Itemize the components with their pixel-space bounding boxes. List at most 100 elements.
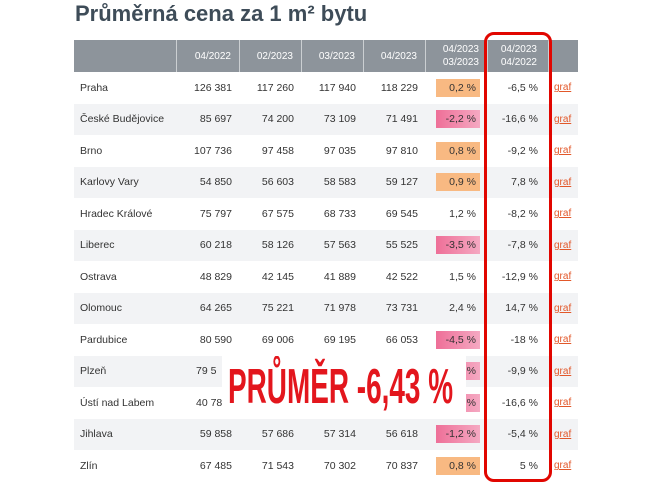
change-vs-03-2023-cell: 0,8 % (426, 450, 488, 482)
price-04-2023: 73 731 (385, 302, 418, 315)
graf-link[interactable]: graf (554, 208, 572, 220)
table-row: Pardubice 80 590 69 006 69 195 66 053 -4,5 % -… (74, 324, 578, 356)
graf-link[interactable]: graf (554, 271, 572, 283)
average-overlay-text: PRŮMĚR -6,43 % (228, 360, 454, 414)
column-header-label-line1: 04/2023 (500, 44, 537, 55)
graf-link[interactable]: graf (554, 82, 572, 94)
change-vs-03-2023-value: 0,8 % (436, 456, 480, 475)
column-header-02-2023: 02/2023 (240, 40, 302, 72)
change-vs-03-2023-cell: -3,5 % (426, 230, 488, 262)
change-vs-04-2022-value: -16,6 % (501, 113, 538, 126)
graf-link[interactable]: graf (554, 334, 572, 346)
change-vs-03-2023-value: -2,2 % (436, 110, 480, 129)
table-row: Ostrava 48 829 42 145 41 889 42 522 1,5 % -12,… (74, 261, 578, 293)
column-header-label: 04/2023 (380, 50, 417, 62)
graf-cell: graf (549, 387, 578, 419)
graf-cell: graf (549, 198, 578, 230)
price-03-2023: 73 109 (323, 113, 356, 126)
graf-cell: graf (549, 419, 578, 451)
city-name: Ústí nad Labem (80, 396, 155, 409)
price-04-2023: 42 522 (385, 270, 418, 283)
price-02-2023: 58 126 (261, 239, 294, 252)
change-vs-03-2023-value: 2,4 % (449, 302, 476, 315)
city-name: Pardubice (80, 333, 128, 346)
price-04-2023: 118 229 (380, 81, 418, 94)
change-vs-04-2022-value: 5 % (519, 459, 538, 472)
change-vs-03-2023-value: 0,2 % (436, 78, 480, 97)
city-name: Plzeň (80, 365, 107, 378)
column-header-04-2022: 04/2022 (177, 40, 240, 72)
price-03-2023: 70 302 (323, 459, 356, 472)
price-02-2023: 69 006 (261, 333, 294, 346)
change-vs-03-2023-cell: 2,4 % (426, 293, 488, 325)
table-body: Praha 126 381 117 260 117 940 118 229 0,2 % -6… (74, 72, 578, 482)
change-vs-03-2023-cell: 1,5 % (426, 261, 488, 293)
price-03-2023: 58 583 (323, 176, 356, 189)
column-header-label-line2: 04/2022 (500, 57, 537, 68)
graf-cell: graf (549, 72, 578, 104)
price-04-2022: 64 265 (199, 302, 232, 315)
change-vs-04-2022-value: -16,6 % (501, 396, 538, 409)
column-header-03-2023: 03/2023 (302, 40, 364, 72)
graf-cell: graf (549, 450, 578, 482)
price-04-2022: 48 829 (199, 270, 232, 283)
price-03-2023: 69 195 (323, 333, 356, 346)
table-row: České Budějovice 85 697 74 200 73 109 71 491… (74, 103, 578, 136)
price-04-2022: 79 5 (196, 365, 217, 378)
table-row: Liberec 60 218 58 126 57 563 55 525 -3,5 % -7,… (74, 229, 578, 262)
city-name: Ostrava (80, 270, 117, 283)
table-row: Hradec Králové 75 797 67 575 68 733 69 545 1,… (74, 198, 578, 230)
price-03-2023: 41 889 (323, 270, 356, 283)
price-04-2023: 97 810 (385, 144, 418, 157)
table-header: 04/2022 02/2023 03/2023 04/2023 04/2023 … (74, 40, 578, 72)
city-name: Hradec Králové (80, 207, 153, 220)
city-name: Jihlava (80, 428, 113, 441)
city-name: Brno (80, 144, 103, 157)
graf-link[interactable]: graf (554, 302, 572, 314)
table-row: Praha 126 381 117 260 117 940 118 229 0,2 % -6… (74, 72, 578, 104)
change-vs-03-2023-value: 1,2 % (449, 207, 476, 220)
column-header-label-line2: 03/2023 (442, 57, 479, 68)
graf-cell: graf (549, 104, 578, 136)
graf-link[interactable]: graf (554, 428, 572, 440)
graf-cell: graf (549, 324, 578, 356)
change-vs-03-2023-cell: -1,2 % (426, 419, 488, 451)
change-vs-03-2023-cell: 0,2 % (426, 72, 488, 104)
change-vs-04-2022-value: -9,2 % (507, 144, 538, 157)
graf-link[interactable]: graf (554, 145, 572, 157)
graf-link[interactable]: graf (554, 365, 572, 377)
price-04-2022: 40 78 (196, 396, 223, 409)
price-04-2023: 59 127 (385, 176, 418, 189)
change-vs-03-2023-cell: 0,9 % (426, 167, 488, 199)
column-header-links (549, 40, 578, 72)
graf-link[interactable]: graf (554, 176, 572, 188)
graf-cell: graf (549, 230, 578, 262)
graf-cell: graf (549, 135, 578, 167)
city-name: České Budějovice (80, 113, 165, 126)
change-vs-04-2022-value: -5,4 % (507, 428, 538, 441)
city-name: Olomouc (80, 302, 123, 315)
change-vs-04-2022-value: 7,8 % (511, 176, 538, 189)
column-header-label: 04/2022 (194, 50, 231, 62)
change-vs-03-2023-cell: -4,5 % (426, 324, 488, 356)
price-table: 04/2022 02/2023 03/2023 04/2023 04/2023 … (74, 40, 578, 482)
table-row: Olomouc 64 265 75 221 71 978 73 731 2,4 % 14,7… (74, 292, 578, 325)
price-02-2023: 97 458 (261, 144, 294, 157)
page-title: Průměrná cena za 1 m² bytu (75, 1, 368, 26)
column-header-change-vs-03-2023: 04/2023 03/2023 (426, 40, 488, 72)
graf-link[interactable]: graf (554, 113, 572, 125)
average-overlay: PRŮMĚR -6,43 % (222, 356, 466, 418)
table-row: Brno 107 736 97 458 97 035 97 810 0,8 % -9,2 %… (74, 135, 578, 167)
graf-link[interactable]: graf (554, 239, 572, 251)
column-header-04-2023: 04/2023 (364, 40, 426, 72)
price-04-2022: 80 590 (199, 333, 232, 346)
change-vs-03-2023-cell: -2,2 % (426, 104, 488, 136)
price-04-2022: 107 736 (194, 144, 232, 157)
price-02-2023: 117 260 (256, 81, 294, 94)
change-vs-03-2023-value: 1,5 % (449, 270, 476, 283)
column-header-label: 02/2023 (256, 50, 293, 62)
table-row: Karlovy Vary 54 850 56 603 58 583 59 127 0,9 … (74, 166, 578, 199)
graf-link[interactable]: graf (554, 460, 572, 472)
graf-link[interactable]: graf (554, 397, 572, 409)
price-02-2023: 67 575 (261, 207, 294, 220)
